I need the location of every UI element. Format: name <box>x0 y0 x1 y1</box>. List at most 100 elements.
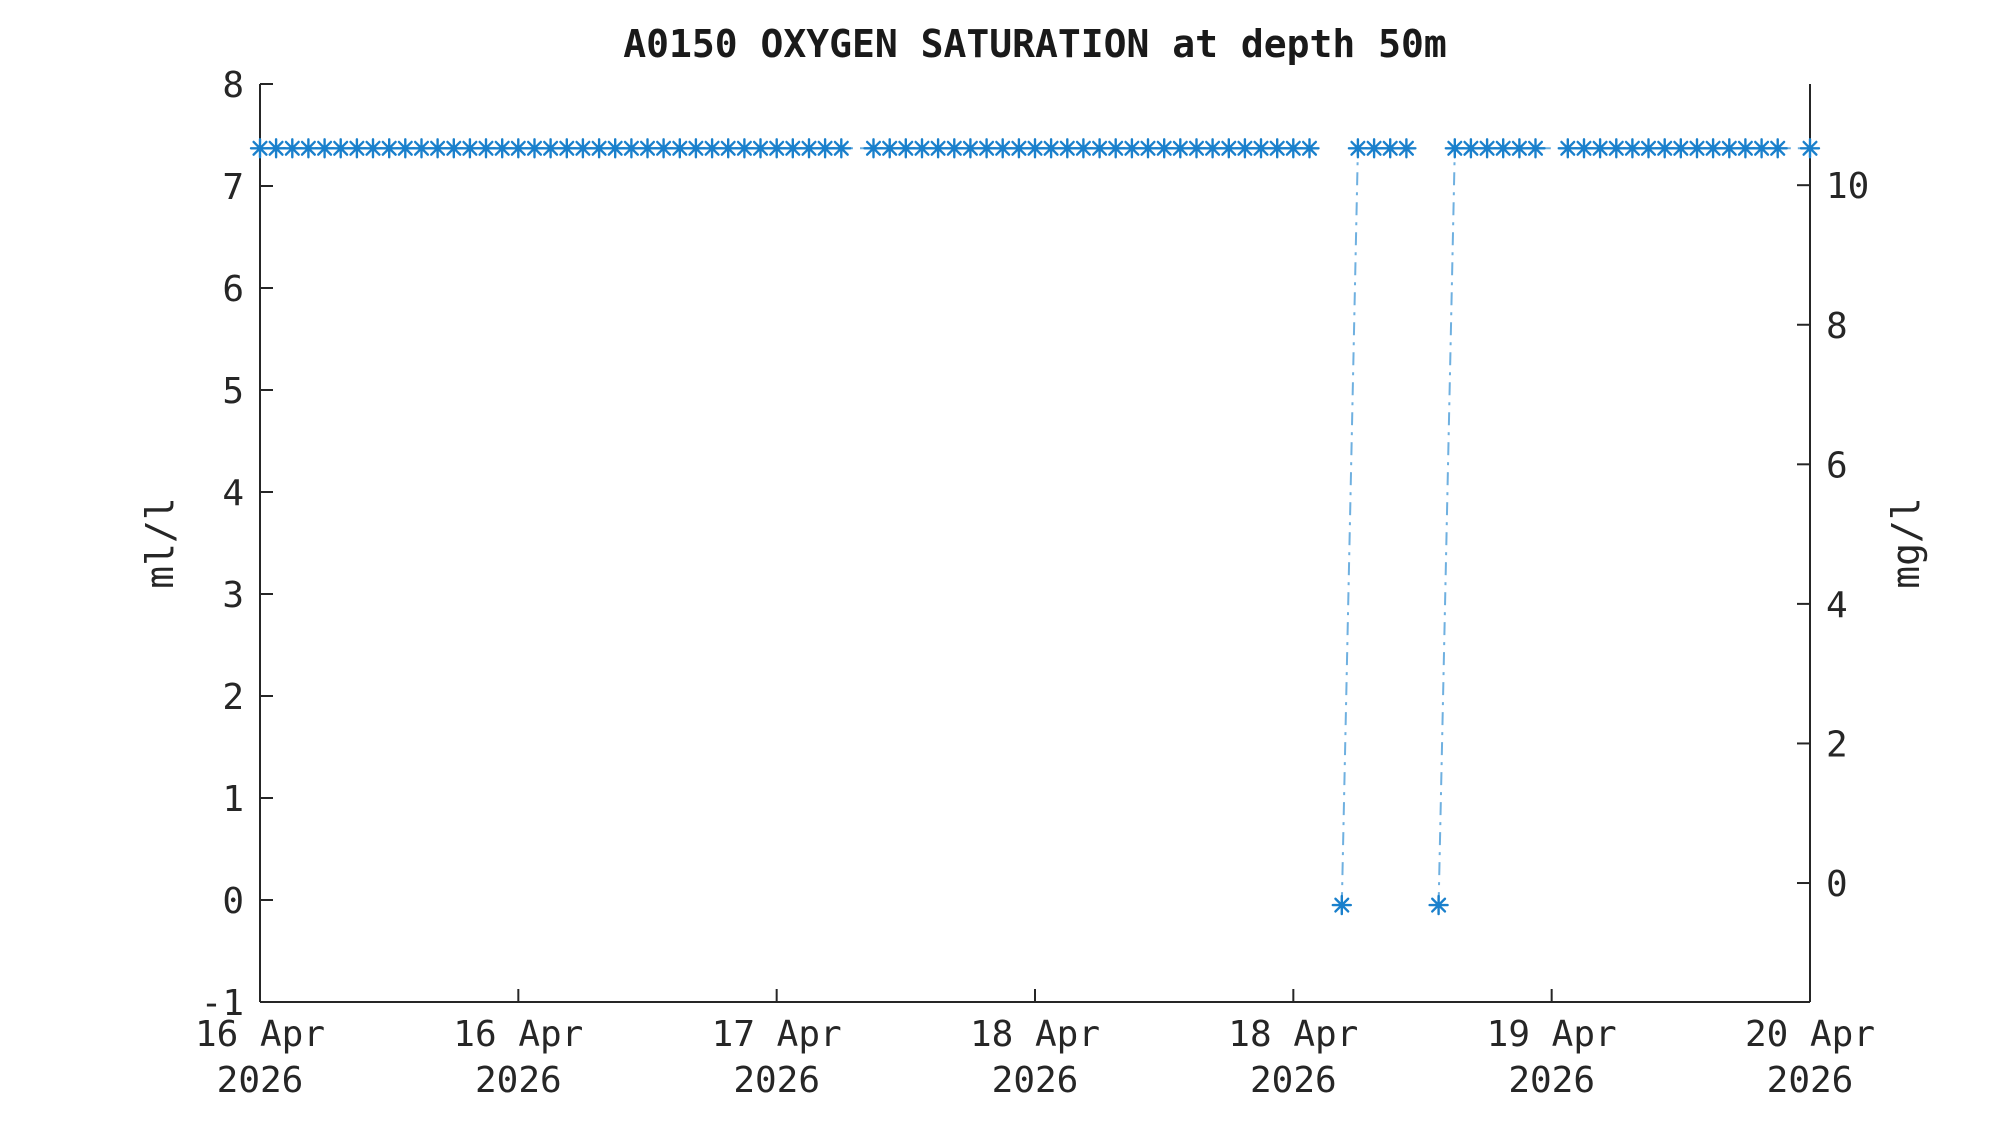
y-tick-label-left: 2 <box>222 677 244 718</box>
data-point-marker <box>556 138 577 159</box>
data-point-marker <box>1525 138 1546 159</box>
data-point-marker <box>427 138 448 159</box>
y-tick-label-right: 10 <box>1826 166 1869 207</box>
y-tick-label-left: 0 <box>222 881 244 922</box>
data-point-marker <box>976 138 997 159</box>
data-point-marker <box>879 138 900 159</box>
data-point-marker <box>362 138 384 159</box>
data-point-marker <box>1089 138 1110 159</box>
x-tick-label-year: 2026 <box>1767 1060 1854 1101</box>
y-tick-label-right: 0 <box>1826 864 1848 905</box>
data-point-marker <box>249 138 271 159</box>
data-point-marker <box>1380 138 1401 159</box>
data-point-marker <box>734 138 755 159</box>
data-point-marker <box>524 138 545 159</box>
data-point-marker <box>1622 138 1643 159</box>
x-tick-label-year: 2026 <box>733 1060 820 1101</box>
data-point-marker <box>1606 138 1627 159</box>
x-tick-label-date: 19 Apr <box>1487 1014 1617 1055</box>
data-point-marker <box>766 138 787 159</box>
data-point-marker <box>1024 138 1046 159</box>
data-point-marker <box>1428 894 1449 916</box>
data-point-marker <box>1154 138 1175 159</box>
data-point-marker <box>1799 138 1821 159</box>
data-point-marker <box>1719 138 1740 159</box>
y-tick-label-left: 5 <box>222 371 244 412</box>
data-point-marker <box>798 138 820 159</box>
data-point-marker <box>572 138 594 159</box>
data-point-marker <box>701 138 723 159</box>
data-point-marker <box>298 138 319 159</box>
data-point-marker <box>411 138 432 159</box>
x-tick-label-year: 2026 <box>1250 1060 1337 1101</box>
data-point-marker <box>637 138 658 159</box>
data-point-marker <box>927 138 949 159</box>
data-point-marker <box>1073 138 1094 159</box>
data-point-marker <box>1767 138 1788 159</box>
data-point-marker <box>492 138 513 159</box>
y-tick-label-left: 8 <box>222 65 244 106</box>
data-point-marker <box>782 138 803 159</box>
y-tick-label-left: 7 <box>222 167 244 208</box>
data-point-marker <box>1460 138 1482 159</box>
data-point-marker <box>1105 138 1126 159</box>
data-point-marker <box>346 138 368 159</box>
data-point-marker <box>718 138 739 159</box>
data-point-marker <box>944 138 965 159</box>
x-tick-label-date: 17 Apr <box>712 1014 842 1055</box>
data-point-marker <box>379 138 400 159</box>
y-tick-label-left: 3 <box>222 575 244 616</box>
data-point-marker <box>653 138 674 159</box>
data-point-marker <box>508 138 529 159</box>
data-point-marker <box>1363 138 1385 159</box>
data-point-marker <box>1396 138 1417 159</box>
data-point-marker <box>831 138 852 159</box>
y-tick-label-left: 4 <box>222 473 244 514</box>
data-point-marker <box>1493 138 1514 159</box>
y-tick-label-right: 2 <box>1826 724 1848 765</box>
data-point-marker <box>863 138 884 159</box>
data-point-marker <box>1057 138 1078 159</box>
data-point-marker <box>1654 138 1675 159</box>
data-point-marker <box>992 138 1013 159</box>
y-tick-label-right: 8 <box>1826 306 1848 347</box>
data-point-marker <box>1170 138 1191 159</box>
data-point-marker <box>1735 138 1756 159</box>
x-tick-label-date: 18 Apr <box>1228 1014 1358 1055</box>
data-point-marker <box>814 138 836 159</box>
data-point-marker <box>1299 138 1320 159</box>
x-tick-label-date: 16 Apr <box>195 1014 325 1055</box>
data-point-marker <box>1137 138 1159 159</box>
data-point-marker <box>1444 138 1465 159</box>
data-point-marker <box>669 138 690 159</box>
data-point-marker <box>1670 138 1691 159</box>
data-point-marker <box>1557 138 1578 159</box>
data-point-marker <box>1186 138 1207 159</box>
data-point-marker <box>330 138 351 159</box>
data-point-marker <box>1702 138 1724 159</box>
x-tick-label-date: 20 Apr <box>1745 1014 1875 1055</box>
chart-title: A0150 OXYGEN SATURATION at depth 50m <box>623 22 1447 66</box>
x-tick-label-date: 16 Apr <box>453 1014 583 1055</box>
data-point-marker <box>1218 138 1239 159</box>
data-point-marker <box>265 138 287 159</box>
data-point-marker <box>685 138 707 159</box>
data-point-marker <box>1476 138 1498 159</box>
y-tick-label-left: 6 <box>222 269 244 310</box>
data-point-marker <box>1573 138 1595 159</box>
data-point-marker <box>621 138 642 159</box>
data-point-marker <box>911 138 933 159</box>
y-tick-label-left: -1 <box>201 983 244 1024</box>
data-point-marker <box>1509 138 1530 159</box>
data-point-marker <box>282 138 303 159</box>
data-point-marker <box>750 138 771 159</box>
data-point-marker <box>1751 138 1772 159</box>
data-point-marker <box>1121 138 1143 159</box>
x-tick-label-year: 2026 <box>217 1060 304 1101</box>
y-tick-label-right: 6 <box>1826 445 1848 486</box>
data-point-marker <box>1267 138 1288 159</box>
x-tick-label-date: 18 Apr <box>970 1014 1100 1055</box>
data-point-marker <box>1638 138 1659 159</box>
